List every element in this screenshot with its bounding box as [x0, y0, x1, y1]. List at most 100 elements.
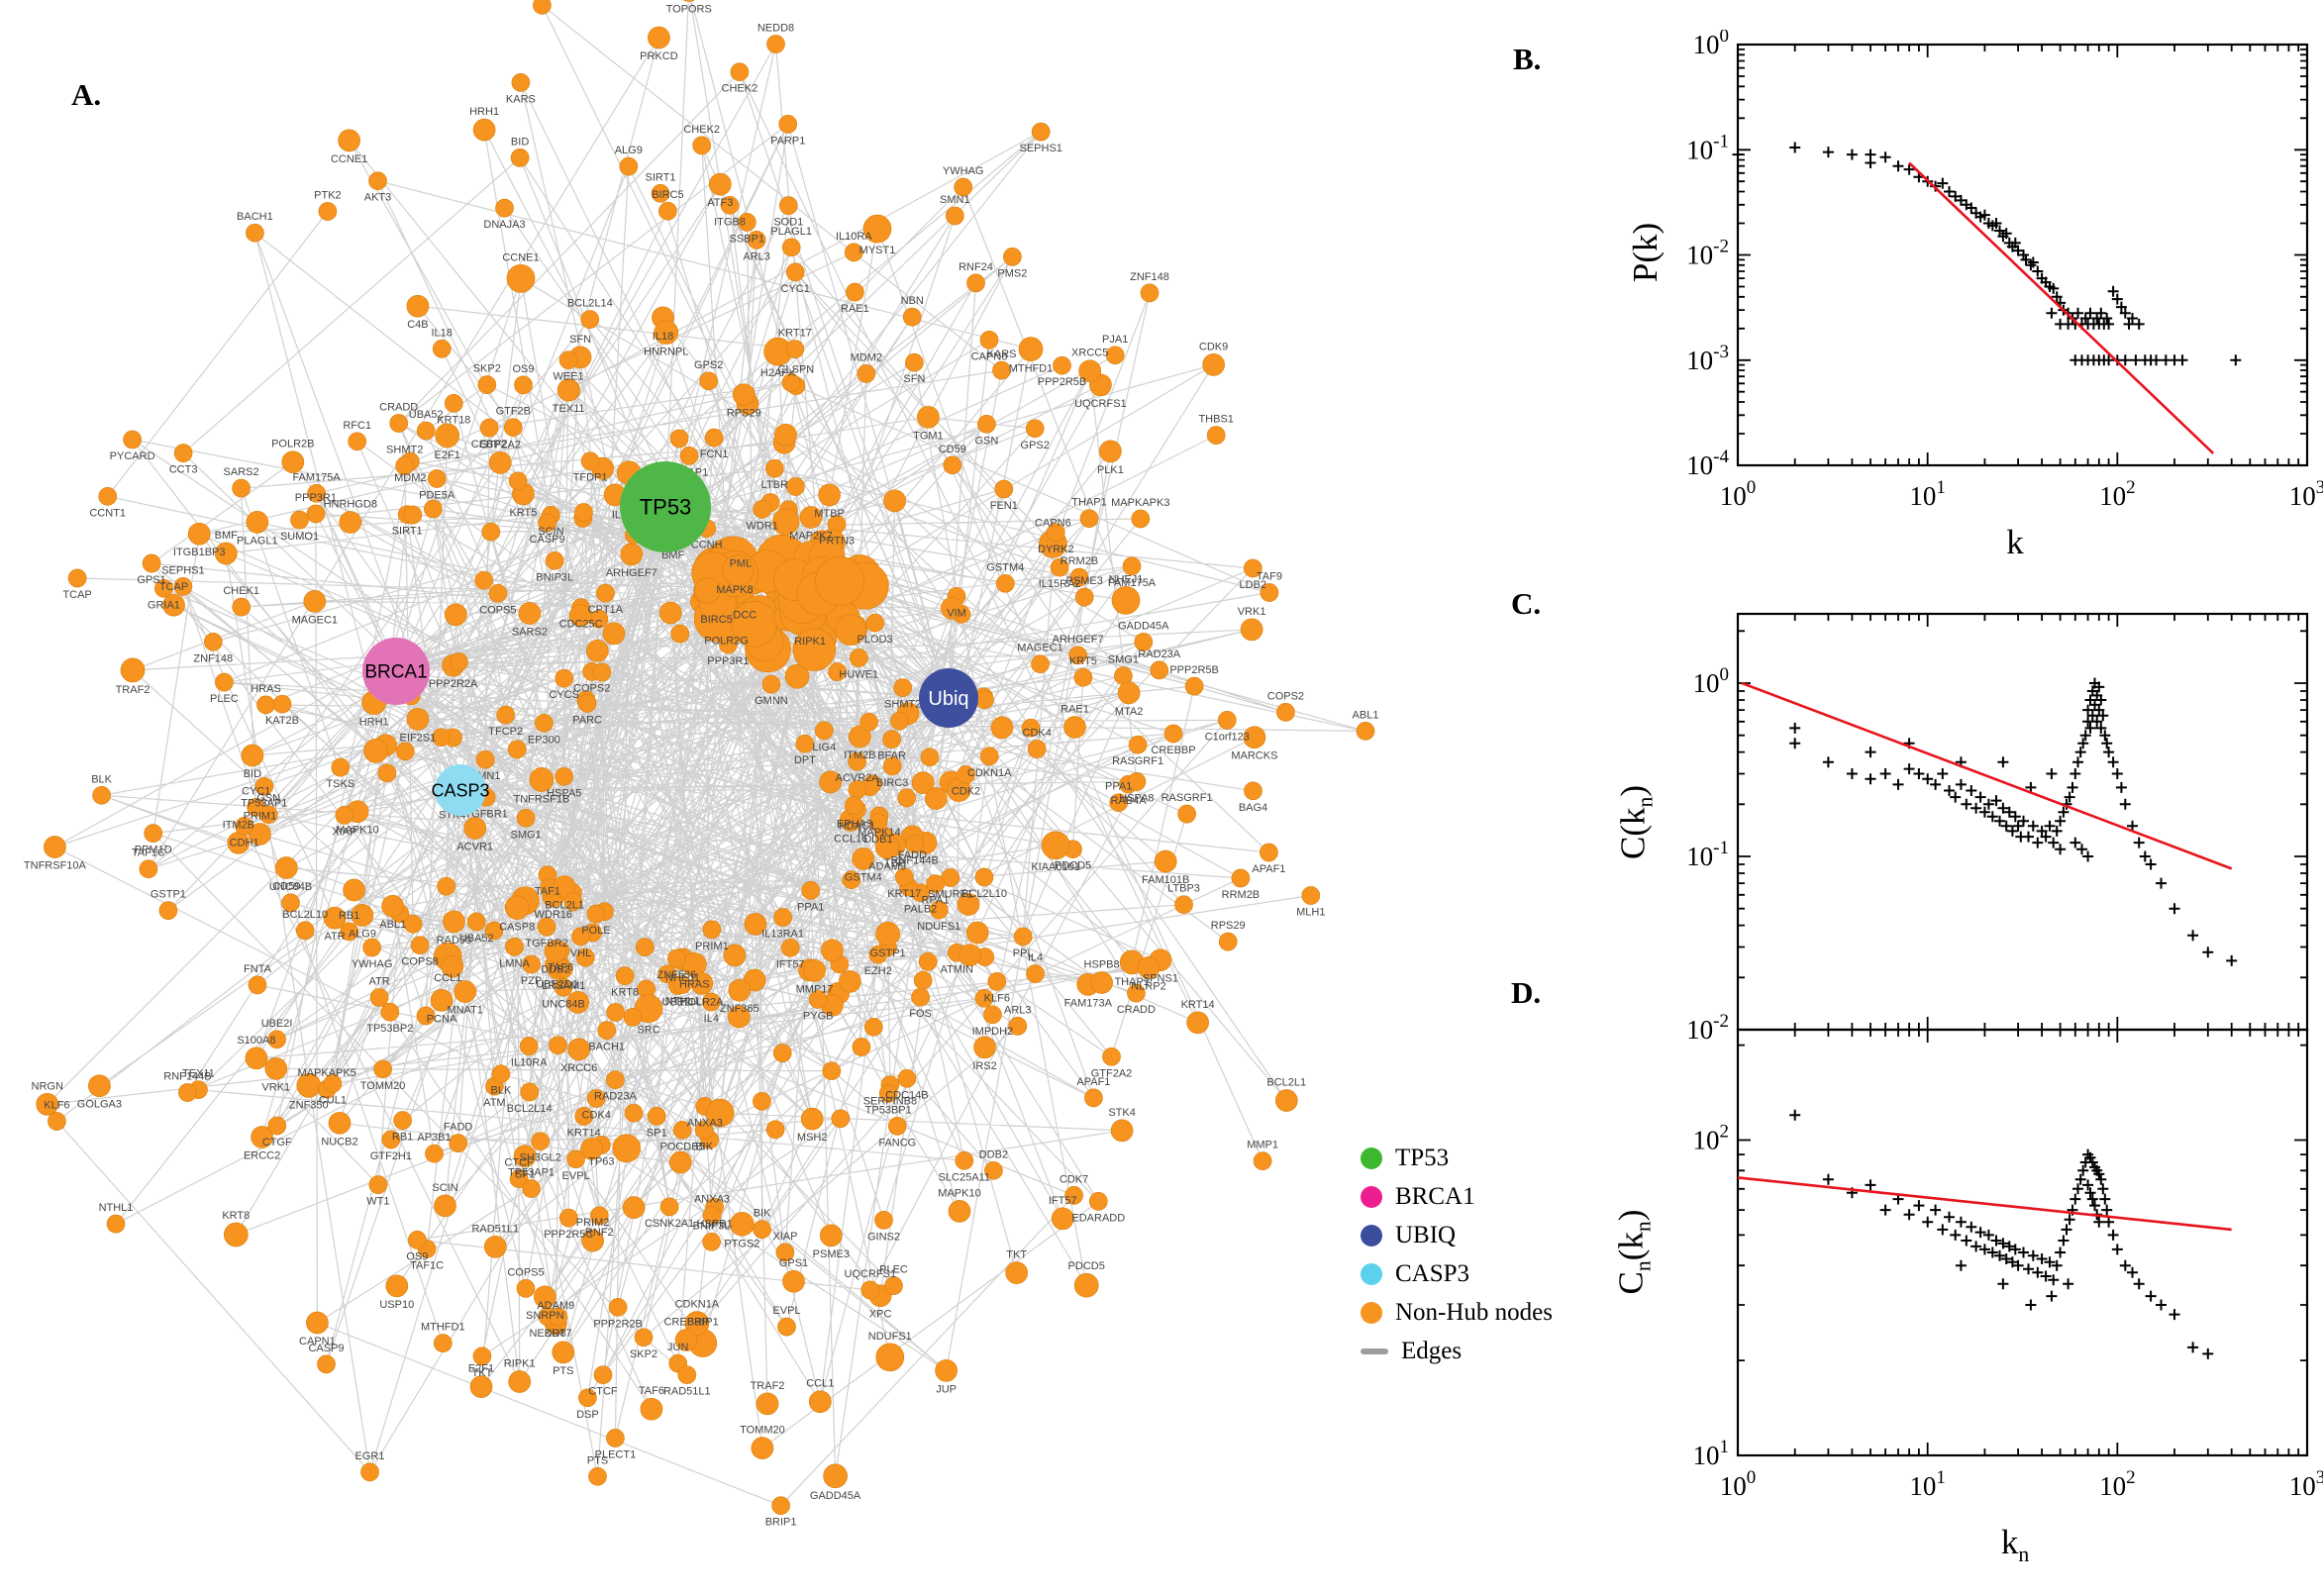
svg-text:RAD51L1: RAD51L1 [471, 1223, 519, 1235]
svg-text:LTBR: LTBR [761, 479, 788, 491]
d-x-axis-sub: n [2018, 1543, 2030, 1566]
svg-text:EDARADD: EDARADD [1071, 1212, 1125, 1224]
svg-text:102: 102 [2099, 477, 2136, 511]
svg-text:10-1: 10-1 [1686, 838, 1729, 871]
svg-text:THAP1: THAP1 [1114, 976, 1149, 988]
svg-text:KRT17: KRT17 [778, 328, 812, 340]
svg-text:ERCC2: ERCC2 [244, 1150, 280, 1162]
svg-text:SKP2: SKP2 [630, 1348, 657, 1360]
svg-text:PDCD5: PDCD5 [1055, 860, 1091, 872]
svg-text:H2AFX: H2AFX [760, 367, 796, 379]
svg-text:XIAP: XIAP [332, 826, 356, 838]
svg-text:ZNF148: ZNF148 [193, 652, 233, 664]
svg-text:TAF6: TAF6 [548, 962, 573, 974]
panel-b-letter: B. [1513, 42, 1542, 76]
svg-text:GPS1: GPS1 [779, 1257, 808, 1269]
svg-text:OS9: OS9 [512, 363, 534, 375]
svg-text:ZNF365: ZNF365 [720, 1003, 759, 1015]
svg-text:KARS: KARS [506, 93, 536, 105]
d-x-axis-title: kn [1985, 1523, 2045, 1567]
svg-text:HSPA5: HSPA5 [547, 787, 581, 799]
svg-text:101: 101 [1909, 1467, 1946, 1501]
svg-text:PPA1: PPA1 [1105, 781, 1132, 793]
svg-text:RRM2B: RRM2B [1060, 555, 1099, 567]
svg-text:FCN1: FCN1 [700, 449, 729, 460]
svg-text:TSKS: TSKS [326, 778, 354, 790]
svg-text:BCL2L14: BCL2L14 [507, 1103, 553, 1115]
svg-text:UBE2D1: UBE2D1 [536, 979, 578, 991]
svg-text:PPM1D: PPM1D [135, 845, 172, 856]
svg-text:WDR1: WDR1 [747, 520, 778, 532]
svg-text:HRAS: HRAS [251, 683, 281, 695]
svg-text:BRCA1: BRCA1 [364, 662, 427, 683]
svg-text:S100A8: S100A8 [237, 1035, 275, 1047]
svg-text:SEPHS1: SEPHS1 [161, 564, 204, 576]
svg-text:PML: PML [730, 558, 753, 570]
svg-text:ZNF350: ZNF350 [289, 1099, 329, 1111]
svg-text:E2F1: E2F1 [468, 1363, 494, 1375]
svg-text:GSTM4: GSTM4 [986, 561, 1024, 573]
svg-text:UBE2I: UBE2I [261, 1018, 293, 1030]
ppi-network-graph: NTHL1 SMURF1 TAF1C VRK1 GTF2A2 TCAP NHEJ1 PRIM1… [24, 0, 1378, 1529]
svg-text:BCL2L14: BCL2L14 [567, 298, 613, 310]
svg-text:CHEK2: CHEK2 [722, 83, 758, 95]
svg-text:KRT14: KRT14 [1181, 999, 1215, 1011]
svg-text:CDKN1A: CDKN1A [675, 1299, 720, 1311]
svg-text:EIF2S1: EIF2S1 [400, 732, 437, 744]
svg-text:PSME3: PSME3 [1066, 575, 1103, 587]
svg-text:DYRK2: DYRK2 [1038, 544, 1074, 555]
svg-text:FNTA: FNTA [244, 963, 272, 975]
svg-text:USP10: USP10 [379, 1299, 414, 1311]
svg-text:TP63: TP63 [588, 1155, 614, 1167]
svg-text:CEBPZ: CEBPZ [471, 439, 508, 450]
svg-text:ABL1: ABL1 [379, 919, 406, 931]
network-legend: TP53 BRCA1 UBIQ CASP3 Non-Hub nodes Edge… [1361, 1139, 1553, 1370]
svg-text:CPT1A: CPT1A [588, 604, 624, 616]
svg-text:BLK: BLK [491, 1085, 512, 1097]
svg-text:PRIM2: PRIM2 [576, 1217, 610, 1229]
svg-text:RAD23A: RAD23A [1138, 648, 1180, 660]
svg-text:FAM175A: FAM175A [292, 471, 341, 483]
svg-text:UBA52: UBA52 [409, 409, 444, 421]
svg-text:SRC: SRC [637, 1025, 659, 1037]
svg-text:NLRP2: NLRP2 [1131, 980, 1165, 992]
c-y-axis-text: C(k [1613, 807, 1653, 860]
svg-text:10-1: 10-1 [1686, 131, 1729, 164]
svg-text:IRS2: IRS2 [972, 1060, 996, 1072]
svg-text:PLEC: PLEC [210, 693, 239, 705]
svg-text:GTF2A2: GTF2A2 [479, 439, 521, 450]
svg-text:BACH1: BACH1 [237, 211, 273, 223]
b-y-axis-title: P(k) [1626, 153, 1666, 351]
svg-text:HDAC1: HDAC1 [839, 821, 875, 833]
svg-text:TBP: TBP [884, 857, 905, 869]
svg-text:NHEJ1: NHEJ1 [665, 972, 700, 984]
d-y-axis-close: ) [1611, 1209, 1651, 1222]
tp53-legend-dot [1361, 1147, 1382, 1169]
svg-text:LMNA: LMNA [499, 957, 530, 969]
svg-text:HSPB8: HSPB8 [1084, 959, 1120, 971]
svg-text:CCL16: CCL16 [834, 833, 867, 845]
svg-text:CAPN6: CAPN6 [971, 350, 1008, 362]
svg-text:TFCP2: TFCP2 [488, 726, 523, 738]
svg-text:CASP3: CASP3 [431, 780, 489, 800]
svg-text:CDK7: CDK7 [1060, 1173, 1088, 1185]
svg-text:MTBP: MTBP [814, 508, 845, 520]
svg-text:FADD: FADD [444, 1122, 472, 1134]
svg-text:CDK9: CDK9 [1199, 341, 1228, 352]
svg-text:THAP1: THAP1 [1071, 497, 1106, 509]
svg-text:FAM101B: FAM101B [1142, 874, 1189, 886]
svg-text:MYST1: MYST1 [859, 245, 896, 256]
svg-text:CTGF: CTGF [262, 1137, 292, 1148]
svg-text:KRT5: KRT5 [1069, 655, 1097, 667]
svg-text:ARL3: ARL3 [1004, 1004, 1032, 1016]
svg-text:DPT: DPT [794, 754, 816, 766]
svg-text:100: 100 [1693, 664, 1730, 698]
svg-text:CASP8: CASP8 [499, 922, 535, 934]
svg-text:CCL1: CCL1 [434, 972, 461, 984]
svg-text:PRKCD: PRKCD [640, 50, 678, 62]
svg-text:TAF6: TAF6 [639, 1385, 664, 1397]
svg-text:FOS: FOS [909, 1008, 932, 1020]
svg-text:APAF1: APAF1 [1076, 1076, 1110, 1088]
svg-text:MNAT1: MNAT1 [447, 1005, 482, 1017]
svg-text:BID: BID [244, 768, 261, 780]
